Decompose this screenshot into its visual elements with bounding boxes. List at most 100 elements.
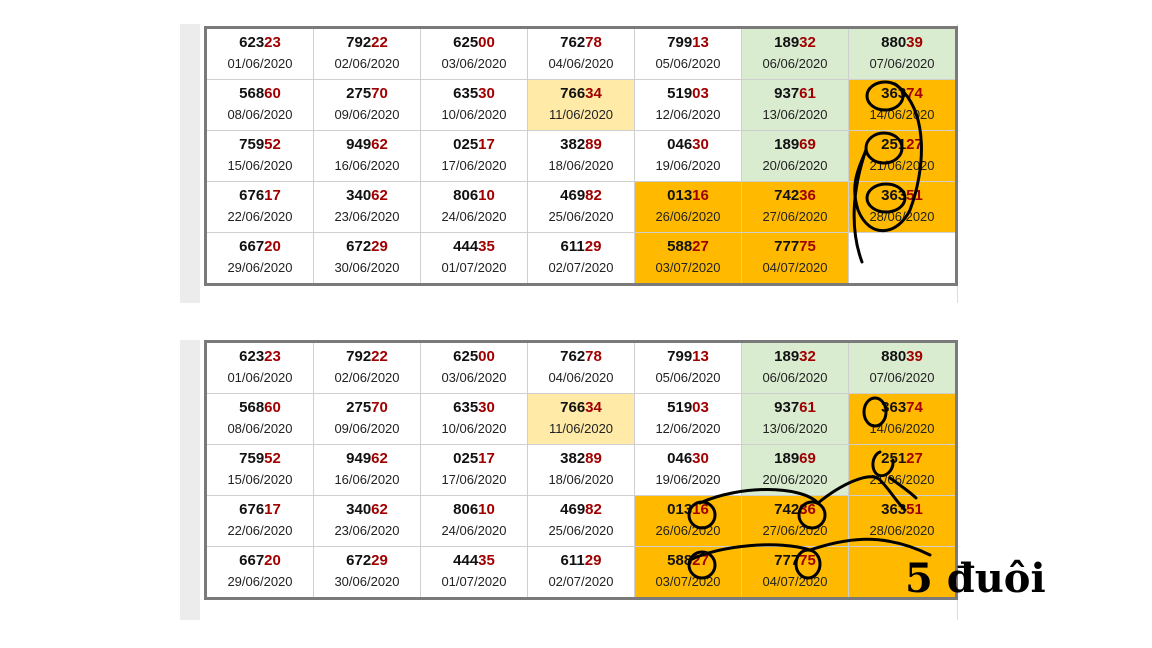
number-prefix: 937: [774, 85, 800, 102]
result-cell: 27570 09/06/2020: [313, 393, 421, 445]
result-number: 58827: [635, 551, 741, 571]
number-prefix: 013: [667, 187, 693, 204]
result-date: 21/06/2020: [869, 158, 935, 173]
result-date: 08/06/2020: [227, 107, 293, 122]
result-cell: 77775 04/07/2020: [741, 232, 849, 285]
result-number: 79222: [314, 347, 420, 367]
result-cell: 36351 28/06/2020: [848, 181, 957, 233]
result-cell: 67229 30/06/2020: [313, 546, 421, 599]
number-prefix: 588: [667, 238, 693, 255]
result-cell: 02517 17/06/2020: [420, 130, 528, 182]
number-prefix: 949: [346, 450, 372, 467]
number-tail: 27: [906, 450, 923, 467]
number-prefix: 742: [774, 187, 800, 204]
number-tail: 20: [264, 552, 281, 569]
result-cell: 62500 03/06/2020: [420, 27, 528, 80]
result-number: 62323: [207, 347, 313, 367]
number-prefix: 777: [774, 552, 800, 569]
number-tail: 82: [585, 501, 602, 518]
result-number: 02517: [421, 135, 527, 155]
table-row: 75952 15/06/2020 94962 16/06/2020 02517 17/06…: [205, 444, 957, 496]
result-date: 05/06/2020: [655, 370, 721, 385]
result-number: 27570: [314, 84, 420, 104]
result-number: 76278: [528, 347, 634, 367]
number-prefix: 588: [667, 552, 693, 569]
result-cell: 18932 06/06/2020: [741, 341, 849, 394]
result-cell: 36374 14/06/2020: [848, 393, 957, 445]
result-cell: 44435 01/07/2020: [420, 232, 528, 285]
result-cell: 67617 22/06/2020: [205, 181, 314, 233]
result-number: 62500: [421, 33, 527, 53]
number-prefix: 568: [239, 399, 265, 416]
result-number: 79913: [635, 347, 741, 367]
result-cell: 34062 23/06/2020: [313, 181, 421, 233]
number-tail: 03: [692, 399, 709, 416]
number-tail: 75: [799, 552, 816, 569]
number-prefix: 444: [453, 552, 479, 569]
result-date: 11/06/2020: [548, 421, 614, 436]
result-date: 23/06/2020: [334, 209, 400, 224]
result-number: 63530: [421, 84, 527, 104]
result-date: 26/06/2020: [655, 523, 721, 538]
number-prefix: 766: [560, 399, 586, 416]
result-date: 02/07/2020: [548, 260, 614, 275]
result-cell: 25127 21/06/2020: [848, 444, 957, 496]
number-prefix: 189: [774, 34, 800, 51]
result-date: 13/06/2020: [762, 107, 828, 122]
number-tail: 61: [799, 85, 816, 102]
result-number: 93761: [742, 398, 848, 418]
result-cell: 02517 17/06/2020: [420, 444, 528, 496]
result-number: 62323: [207, 33, 313, 53]
result-cell: 76278 04/06/2020: [527, 341, 635, 394]
number-tail: 23: [264, 348, 281, 365]
result-cell: 04630 19/06/2020: [634, 130, 742, 182]
results-panel-top: 62323 01/06/2020 79222 02/06/2020 62500 03/06…: [180, 24, 958, 303]
result-number: 75952: [207, 135, 313, 155]
number-prefix: 189: [774, 450, 800, 467]
number-prefix: 623: [239, 348, 265, 365]
number-tail: 35: [478, 552, 495, 569]
result-cell: 46982 25/06/2020: [527, 181, 635, 233]
result-number: 36351: [849, 186, 955, 206]
number-tail: 29: [371, 552, 388, 569]
result-number: 93761: [742, 84, 848, 104]
number-prefix: 611: [560, 238, 585, 255]
result-date: 02/06/2020: [334, 370, 400, 385]
number-tail: 52: [264, 450, 281, 467]
number-prefix: 611: [560, 552, 585, 569]
table-row: 66720 29/06/2020 67229 30/06/2020 44435 01/07…: [205, 546, 957, 599]
result-date: 19/06/2020: [655, 158, 721, 173]
number-prefix: 251: [881, 450, 907, 467]
result-date: 16/06/2020: [334, 158, 400, 173]
result-cell: 79222 02/06/2020: [313, 27, 421, 80]
number-tail: 34: [585, 399, 602, 416]
result-cell: 62500 03/06/2020: [420, 341, 528, 394]
number-tail: 36: [799, 187, 816, 204]
number-prefix: 623: [239, 34, 265, 51]
number-prefix: 667: [239, 238, 265, 255]
number-tail: 20: [264, 238, 281, 255]
number-tail: 60: [264, 399, 281, 416]
result-date: 02/06/2020: [334, 56, 400, 71]
result-cell: 38289 18/06/2020: [527, 444, 635, 496]
result-number: 18969: [742, 135, 848, 155]
result-number: 18969: [742, 449, 848, 469]
result-date: 01/07/2020: [441, 260, 507, 275]
results-table: 62323 01/06/2020 79222 02/06/2020 62500 03/06…: [204, 26, 958, 286]
number-prefix: 189: [774, 348, 800, 365]
number-tail: 62: [371, 501, 388, 518]
result-cell: 44435 01/07/2020: [420, 546, 528, 599]
result-date: 11/06/2020: [548, 107, 614, 122]
result-date: 24/06/2020: [441, 209, 507, 224]
number-tail: 27: [692, 238, 709, 255]
result-date: 27/06/2020: [762, 523, 828, 538]
result-date: 19/06/2020: [655, 472, 721, 487]
result-date: 04/07/2020: [762, 574, 828, 589]
result-cell: 62323 01/06/2020: [205, 341, 314, 394]
number-tail: 62: [371, 187, 388, 204]
number-prefix: 025: [453, 450, 479, 467]
number-tail: 36: [799, 501, 816, 518]
result-number: 79913: [635, 33, 741, 53]
result-cell: 67229 30/06/2020: [313, 232, 421, 285]
result-number: 38289: [528, 449, 634, 469]
